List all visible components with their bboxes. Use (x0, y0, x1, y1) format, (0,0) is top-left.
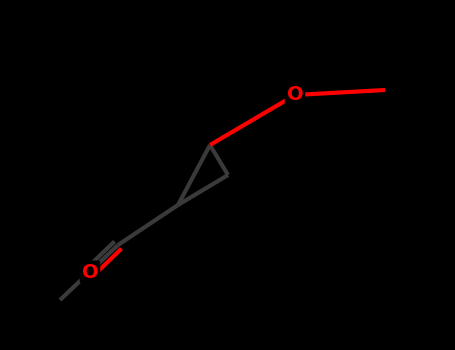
Text: O: O (287, 85, 303, 105)
Text: O: O (82, 262, 98, 281)
